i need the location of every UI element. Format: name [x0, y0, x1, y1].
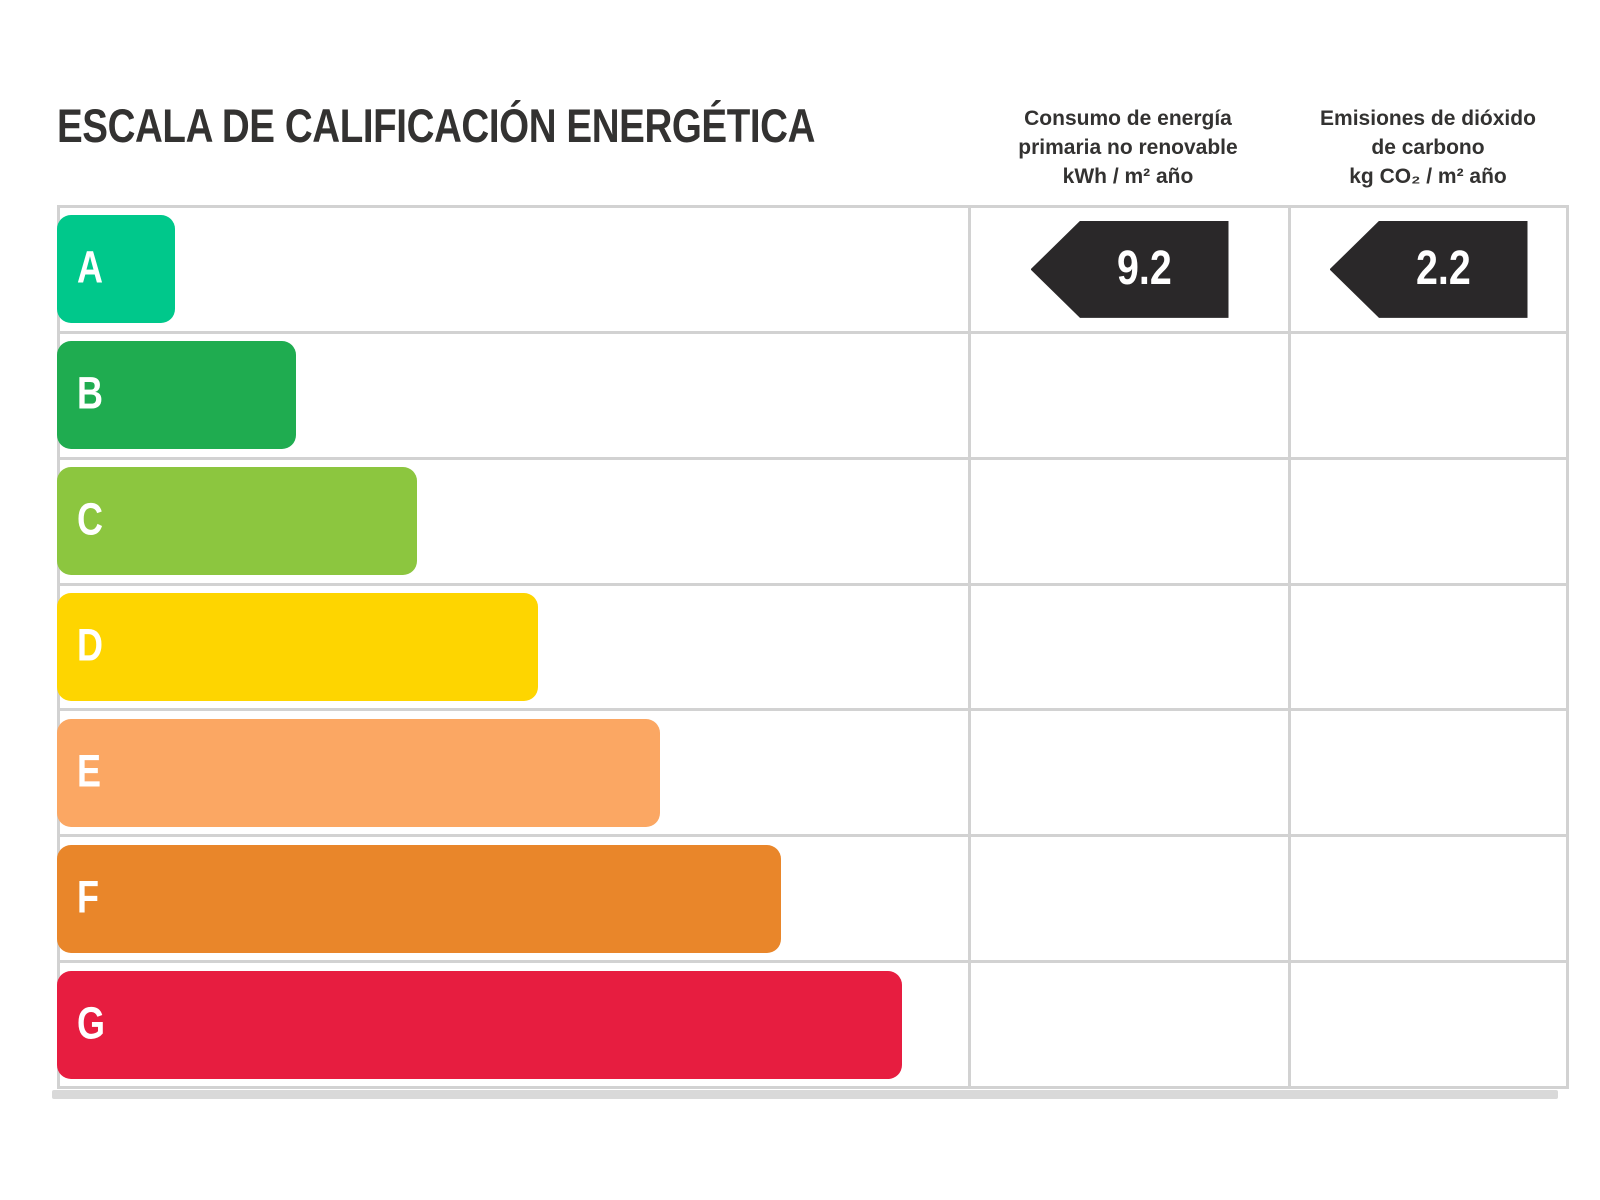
consumo-cell-a: 9.2: [971, 208, 1291, 331]
page-title: ESCALA DE CALIFICACIÓN ENERGÉTICA: [57, 99, 816, 152]
emisiones-cell-e: [1291, 711, 1566, 834]
rating-table: A 9.2 2.2 B: [57, 205, 1569, 1089]
rating-bar-c: C: [57, 467, 417, 576]
rating-cell-b: B: [57, 333, 971, 457]
consumo-cell-b: [971, 333, 1291, 457]
rating-cell-c: C: [57, 459, 971, 583]
rating-row-d: D: [57, 585, 1566, 712]
rating-row-b: B: [57, 333, 1566, 460]
emisiones-cell-g: [1291, 963, 1566, 1086]
column-header-emisiones: Emisiones de dióxido de carbono kg CO₂ /…: [1258, 104, 1598, 191]
rating-cell-e: E: [57, 711, 971, 835]
emisiones-cell-f: [1291, 837, 1566, 960]
table-bottom-shadow: [52, 1090, 1558, 1099]
consumo-cell-g: [971, 963, 1291, 1087]
emisiones-value: 2.2: [1416, 242, 1471, 296]
rating-cell-f: F: [57, 837, 971, 961]
emisiones-cell-b: [1291, 334, 1566, 457]
rating-letter-g: G: [77, 997, 106, 1049]
emisiones-cell-c: [1291, 460, 1566, 583]
emisiones-header-line2: de carbono: [1371, 136, 1485, 159]
rating-bar-d: D: [57, 593, 538, 701]
rating-bar-g: G: [57, 970, 902, 1079]
consumo-cell-e: [971, 711, 1291, 835]
column-header-consumo: Consumo de energía primaria no renovable…: [958, 104, 1298, 191]
consumo-header-line2: primaria no renovable: [1018, 136, 1238, 159]
rating-row-a: A 9.2 2.2: [57, 208, 1566, 334]
emisiones-cell-a: 2.2: [1291, 208, 1566, 331]
rating-cell-g: G: [57, 963, 971, 1087]
rating-row-e: E: [57, 711, 1566, 838]
emisiones-header-line1: Emisiones de dióxido: [1320, 107, 1536, 130]
rating-letter-d: D: [77, 619, 103, 671]
consumo-cell-c: [971, 459, 1291, 583]
emisiones-header-line3: kg CO₂ / m² año: [1349, 165, 1507, 188]
rating-letter-b: B: [77, 367, 103, 419]
rating-letter-c: C: [77, 493, 103, 545]
rating-bar-f: F: [57, 844, 781, 953]
rating-cell-a: A: [57, 208, 971, 331]
consumo-value: 9.2: [1117, 242, 1172, 296]
rating-letter-e: E: [77, 745, 102, 797]
emisiones-cell-d: [1291, 586, 1566, 709]
consumo-cell-f: [971, 837, 1291, 961]
consumo-value-arrow: 9.2: [1030, 220, 1229, 318]
rating-row-f: F: [57, 837, 1566, 964]
emisiones-value-arrow: 2.2: [1329, 220, 1528, 318]
rating-row-c: C: [57, 459, 1566, 586]
consumo-header-line1: Consumo de energía: [1024, 107, 1232, 130]
rating-letter-f: F: [77, 871, 99, 923]
rating-cell-d: D: [57, 585, 971, 709]
rating-bar-a: A: [57, 215, 175, 324]
rating-bar-b: B: [57, 341, 296, 450]
consumo-cell-d: [971, 585, 1291, 709]
rating-bar-e: E: [57, 718, 660, 827]
consumo-header-line3: kWh / m² año: [1062, 165, 1194, 188]
rating-row-g: G: [57, 963, 1566, 1087]
rating-letter-a: A: [77, 242, 103, 294]
